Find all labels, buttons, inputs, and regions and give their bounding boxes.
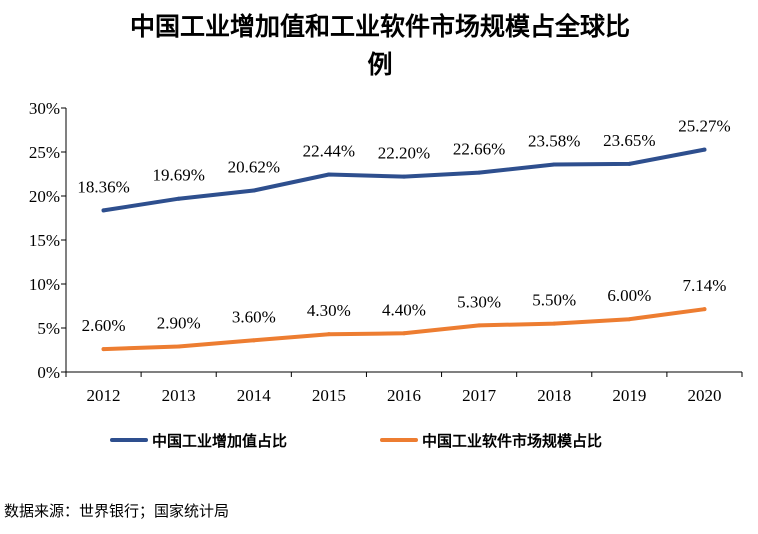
- data-point: [702, 147, 707, 152]
- data-point: [101, 208, 106, 213]
- data-label: 2.60%: [82, 316, 126, 335]
- y-tick-label: 20%: [29, 187, 60, 206]
- data-label: 23.58%: [528, 131, 580, 150]
- y-tick-label: 0%: [37, 363, 60, 382]
- data-point: [326, 332, 331, 337]
- data-label: 22.66%: [453, 140, 505, 159]
- x-tick-label: 2019: [612, 386, 646, 405]
- data-label: 19.69%: [152, 166, 204, 185]
- x-tick-label: 2016: [387, 386, 421, 405]
- data-point: [251, 188, 256, 193]
- data-point: [176, 196, 181, 201]
- data-point: [176, 344, 181, 349]
- data-point: [101, 347, 106, 352]
- data-point: [251, 338, 256, 343]
- x-tick-label: 2013: [162, 386, 196, 405]
- y-tick-label: 15%: [29, 231, 60, 250]
- chart-title-line1: 中国工业增加值和工业软件市场规模占全球比: [129, 12, 630, 41]
- data-label: 4.40%: [382, 300, 426, 319]
- data-label: 5.50%: [532, 291, 576, 310]
- data-point: [552, 321, 557, 326]
- data-label: 25.27%: [678, 117, 730, 136]
- chart-axes: 0% 5% 10% 15% 20% 25% 30% 2012 2013 2014 2015 2016 2…: [29, 99, 743, 405]
- chart-title-line2: 例: [367, 50, 393, 79]
- data-label: 22.20%: [378, 144, 430, 163]
- data-label: 5.30%: [457, 292, 501, 311]
- data-point: [477, 170, 482, 175]
- source-note: 数据来源：世界银行；国家统计局: [4, 502, 230, 520]
- data-label: 6.00%: [607, 286, 651, 305]
- data-point: [477, 323, 482, 328]
- data-point: [326, 172, 331, 177]
- y-tick-label: 25%: [29, 143, 60, 162]
- line-chart: 0% 5% 10% 15% 20% 25% 30% 2012 2013 2014 2015 2016 2…: [29, 99, 743, 450]
- data-point: [552, 162, 557, 167]
- x-tick-label: 2018: [537, 386, 571, 405]
- x-tick-label: 2020: [687, 386, 721, 405]
- y-tick-label: 5%: [37, 319, 60, 338]
- data-label: 3.60%: [232, 307, 276, 326]
- data-label: 20.62%: [228, 158, 280, 177]
- data-label: 18.36%: [77, 177, 129, 196]
- x-tick-label: 2014: [237, 386, 272, 405]
- data-point: [627, 317, 632, 322]
- legend-label-1: 中国工业增加值占比: [152, 432, 287, 450]
- y-tick-label: 30%: [29, 99, 60, 118]
- data-label: 7.14%: [682, 276, 726, 295]
- data-label: 22.44%: [303, 142, 355, 161]
- x-tick-label: 2015: [312, 386, 346, 405]
- data-labels: 18.36% 19.69% 20.62% 22.44% 22.20% 22.66% 23.5…: [77, 117, 730, 335]
- data-point: [627, 161, 632, 166]
- data-label: 23.65%: [603, 131, 655, 150]
- legend-label-2: 中国工业软件市场规模占比: [422, 432, 602, 450]
- data-label: 2.90%: [157, 313, 201, 332]
- data-point: [402, 174, 406, 179]
- data-point: [702, 307, 707, 312]
- chart-legend: 中国工业增加值占比 中国工业软件市场规模占比: [110, 432, 602, 450]
- chart-series: [101, 147, 707, 352]
- x-tick-label: 2012: [87, 386, 121, 405]
- x-tick-label: 2017: [462, 386, 497, 405]
- y-tick-label: 10%: [29, 275, 60, 294]
- data-label: 4.30%: [307, 301, 351, 320]
- chart-title: 中国工业增加值和工业软件市场规模占全球比 例: [80, 8, 680, 84]
- data-point: [402, 331, 406, 336]
